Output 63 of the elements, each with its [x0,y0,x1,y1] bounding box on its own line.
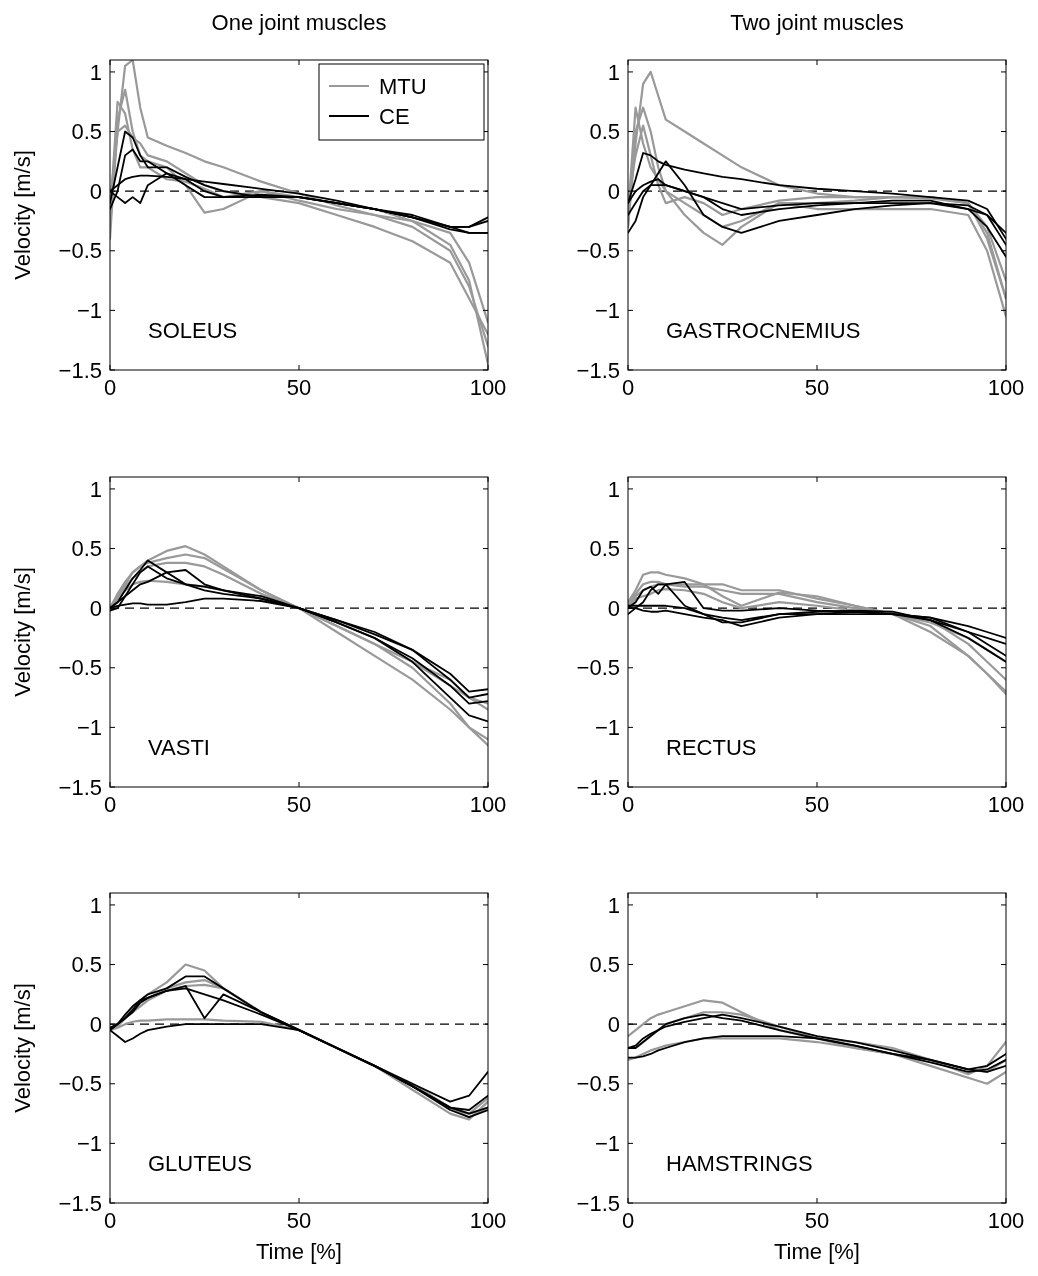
x-tick-label: 100 [469,375,507,400]
y-tick-label: −1.5 [58,1190,102,1216]
y-tick-label: 0 [89,595,102,621]
y-tick-label: −0.5 [576,655,620,681]
x-tick-label: 50 [804,792,830,817]
x-tick-label: 100 [987,792,1025,817]
y-tick-label: 0.5 [589,119,620,145]
y-tick-label: −1.5 [58,357,102,383]
y-axis-title: Velocity [m/s] [10,983,35,1113]
x-tick-label: 50 [286,792,312,817]
y-tick-label: −1.5 [58,774,102,800]
x-tick-label: 50 [286,375,312,400]
chart-title: One joint muscles [211,10,387,35]
x-tick-label: 50 [804,1208,830,1233]
y-tick-label: 1 [89,892,102,918]
y-tick-label: 0 [89,178,102,204]
y-tick-label: 0.5 [589,536,620,562]
y-tick-label: −1.5 [576,357,620,383]
y-tick-label: −0.5 [576,238,620,264]
y-tick-label: 0.5 [589,952,620,978]
y-tick-label: 1 [607,892,620,918]
x-tick-label: 100 [987,1208,1025,1233]
x-tick-label: 100 [987,375,1025,400]
y-tick-label: 0 [607,595,620,621]
y-tick-label: −1 [76,298,102,324]
y-tick-label: 0 [607,1011,620,1037]
y-tick-label: −1 [594,715,620,741]
annotation: SOLEUS [148,318,238,343]
y-tick-label: 1 [607,476,620,502]
y-tick-label: −1 [594,1131,620,1157]
annotation: GLUTEUS [148,1151,252,1176]
legend-label: CE [379,103,410,129]
y-tick-label: −0.5 [58,238,102,264]
chart-title: Two joint muscles [730,10,904,35]
y-tick-label: 0.5 [71,952,102,978]
annotation: VASTI [148,735,210,760]
y-tick-label: 0.5 [71,536,102,562]
y-tick-label: −1.5 [576,1190,620,1216]
y-tick-label: 0 [607,178,620,204]
x-tick-label: 50 [286,1208,312,1233]
y-tick-label: −0.5 [576,1071,620,1097]
y-tick-label: −1 [594,298,620,324]
y-axis-title: Velocity [m/s] [10,150,35,280]
y-tick-label: 1 [89,59,102,85]
y-tick-label: 1 [89,476,102,502]
legend-label: MTU [379,73,427,99]
y-tick-label: 0 [89,1011,102,1037]
x-tick-label: 100 [469,1208,507,1233]
x-axis-title: Time [%] [774,1239,860,1264]
y-tick-label: −1 [76,715,102,741]
y-tick-label: −0.5 [58,1071,102,1097]
annotation: RECTUS [666,735,757,760]
x-tick-label: 50 [804,375,830,400]
y-tick-label: 1 [607,59,620,85]
x-axis-title: Time [%] [256,1239,342,1264]
annotation: HAMSTRINGS [666,1151,813,1176]
annotation: GASTROCNEMIUS [666,318,861,343]
x-tick-label: 100 [469,792,507,817]
y-tick-label: 0.5 [71,119,102,145]
y-tick-label: −1.5 [576,774,620,800]
y-tick-label: −0.5 [58,655,102,681]
y-tick-label: −1 [76,1131,102,1157]
y-axis-title: Velocity [m/s] [10,567,35,697]
